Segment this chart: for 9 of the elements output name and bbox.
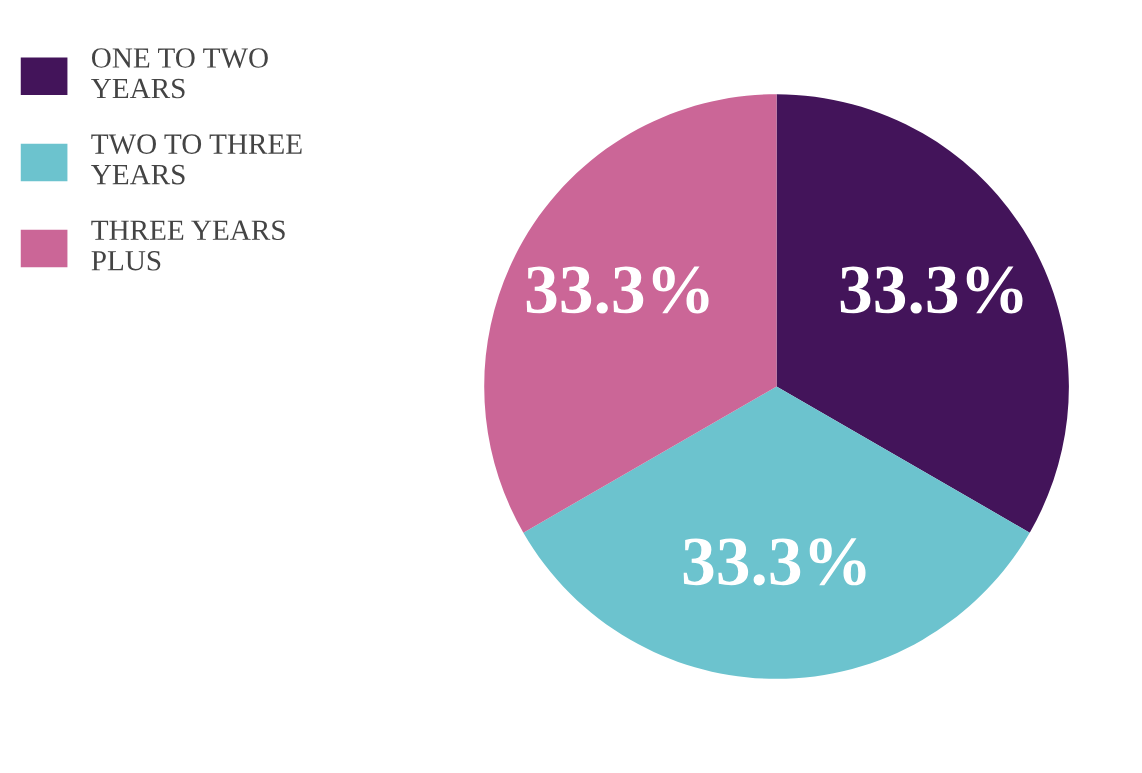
data-label: 33.3% <box>840 266 1023 314</box>
pie-slice <box>776 94 1069 533</box>
legend-label: THREE YEARS PLUS <box>91 220 285 271</box>
legend-label: TWO TO THREE YEARS <box>91 134 302 185</box>
pie-slice <box>523 386 1030 679</box>
data-label: 33.3% <box>526 266 709 314</box>
data-label: 33.3% <box>683 538 866 586</box>
legend-label: ONE TO TWO YEARS <box>91 48 268 99</box>
pie-slice <box>484 94 777 533</box>
